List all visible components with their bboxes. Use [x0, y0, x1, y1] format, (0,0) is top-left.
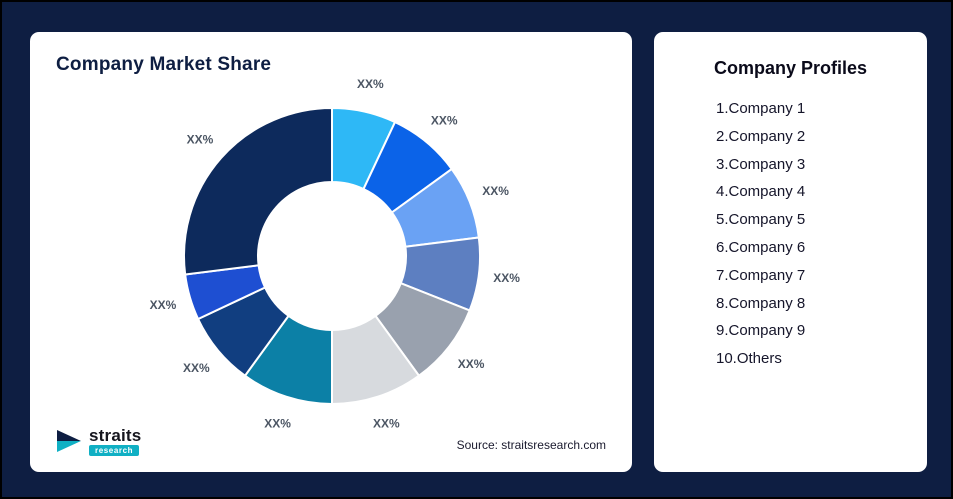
company-list-item-8: 8.Company 8 — [716, 294, 806, 312]
company-list-item-2: 2.Company 2 — [716, 127, 806, 145]
donut-slice-label-1: XX% — [357, 77, 384, 91]
company-list-item-1: 1.Company 1 — [716, 100, 806, 117]
market-share-card: Company Market Share XX% XX% XX% XX% XX% XX% X… — [30, 32, 632, 472]
company-profiles-card: Company Profiles 1.Company 1 2.Company 2 3… — [654, 32, 927, 472]
donut-slice-label-6: XX% — [373, 416, 400, 430]
logo-name: straits — [89, 425, 142, 445]
donut-slice-label-10: XX% — [187, 133, 214, 147]
profiles-title: Company Profiles — [713, 58, 868, 78]
chart-title: Company Market Share — [56, 54, 272, 75]
donut-slice-label-4: XX% — [493, 271, 520, 285]
company-list-item-7: 7.Company 7 — [716, 266, 806, 284]
donut-slice-label-5: XX% — [458, 357, 485, 371]
straits-logo-icon — [57, 430, 81, 452]
logo-text: straits research — [89, 427, 141, 456]
donut-slice-label-3: XX% — [482, 184, 509, 198]
company-list-item-6: 6.Company 6 — [716, 238, 806, 256]
market-share-donut-chart: XX% XX% XX% XX% XX% XX% XX% XX% XX% XX% — [150, 77, 521, 430]
company-list-item-5: 5.Company 5 — [716, 211, 806, 229]
logo-subtitle: research — [89, 444, 140, 456]
donut-slice-label-2: XX% — [431, 113, 458, 127]
straits-research-logo: straits research — [54, 426, 141, 456]
company-list-item-9: 9.Company 9 — [716, 322, 806, 340]
company-list-item-10: 10.Others — [716, 350, 782, 368]
source-attribution: Source: straitsresearch.com — [456, 438, 606, 452]
donut-slice-label-9: XX% — [150, 298, 177, 312]
company-list-item-3: 3.Company 3 — [716, 155, 806, 173]
company-profiles-list: 1.Company 1 2.Company 2 3.Company 3 4.Compa… — [654, 95, 927, 373]
donut-slice-label-8: XX% — [183, 361, 210, 375]
company-list-item-4: 4.Company 4 — [716, 183, 806, 201]
donut-slice-label-7: XX% — [264, 416, 291, 430]
donut-slice-10 — [183, 106, 333, 276]
